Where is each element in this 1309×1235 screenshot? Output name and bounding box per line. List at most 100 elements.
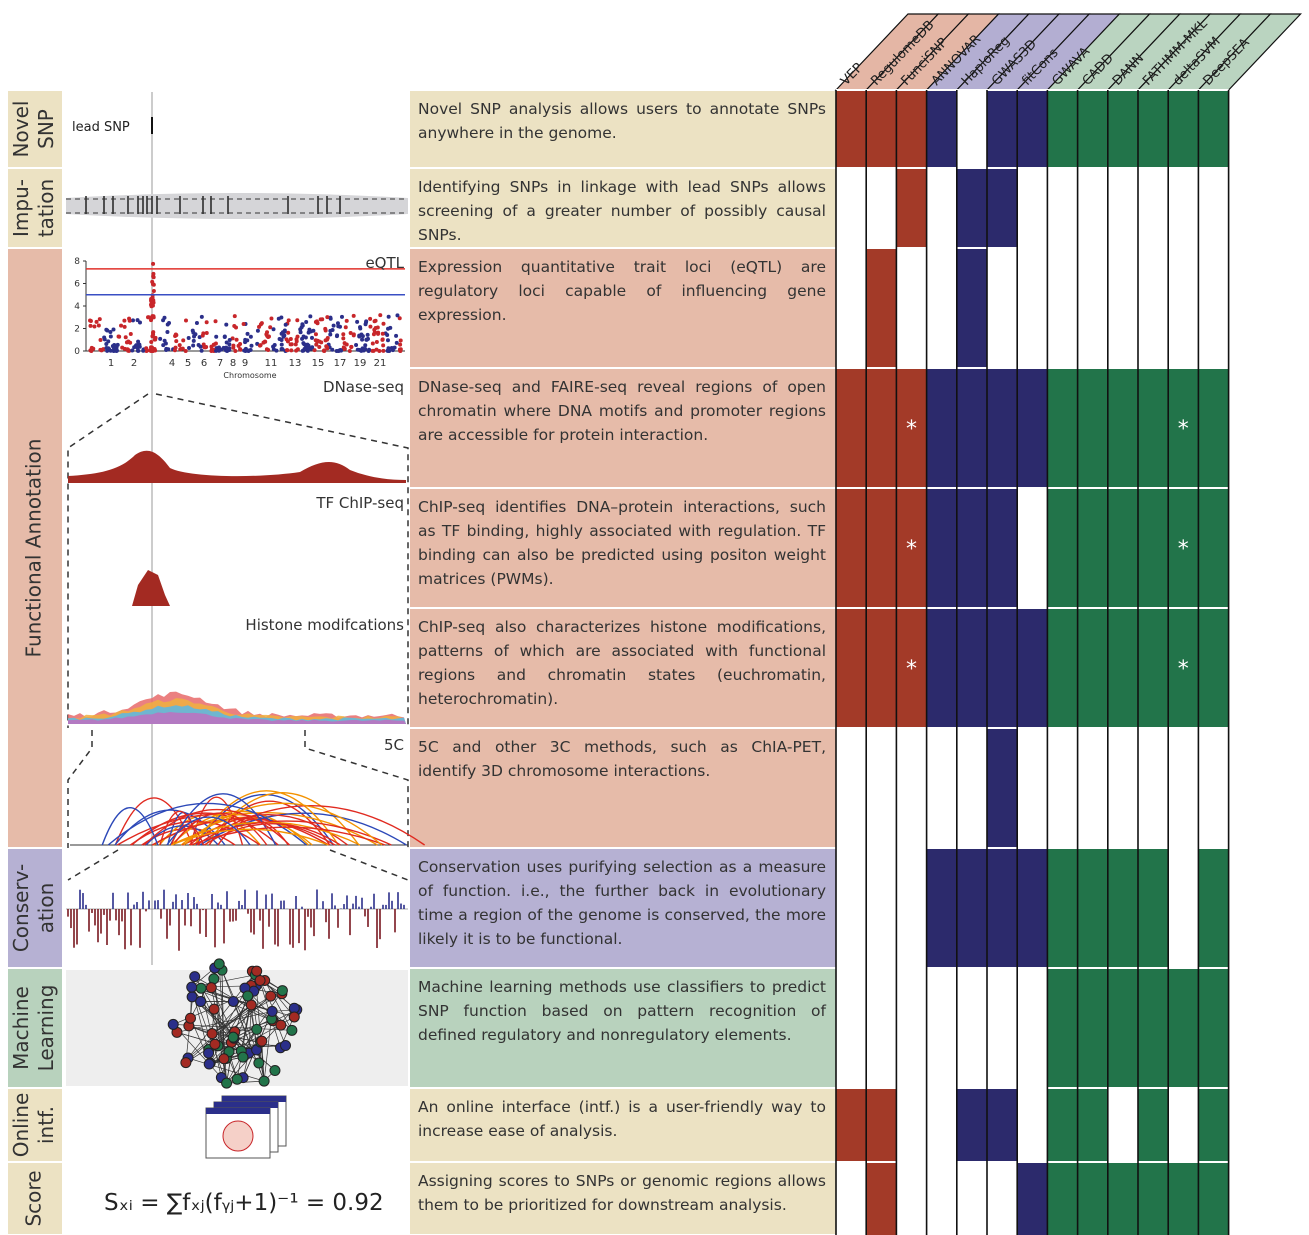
matrix-cell [896,248,926,368]
dot [310,336,314,340]
y-tick-label: 0 [74,347,80,357]
asterisk: * [906,417,917,442]
matrix-cell [1108,968,1138,1088]
description: DNase-seq and FAIRE-seq reveal regions o… [410,371,834,451]
dot [92,324,96,328]
node [287,1025,297,1035]
track-label: TF ChIP-seq [315,494,404,512]
dot [233,349,237,353]
zoom-line [68,394,148,728]
node [210,1039,220,1049]
dot [341,332,345,336]
dot [274,349,278,353]
dot [115,349,119,353]
dot [269,316,273,320]
dot [191,343,195,347]
matrix-cell [836,248,866,368]
dot [367,348,371,352]
dot [152,275,156,279]
dot [348,349,352,353]
dot [192,335,196,339]
dot [366,333,370,337]
matrix-cell [1078,968,1108,1088]
dot [368,325,372,329]
matrix-cell [927,608,957,728]
dot [394,334,398,338]
node [187,982,197,992]
x-tick-label: 1 [108,358,114,369]
dot [345,319,349,323]
node [185,1013,195,1023]
dot [136,340,140,344]
track-label: 5C [384,736,404,754]
matrix-cell [1017,968,1047,1088]
node [228,996,238,1006]
matrix-cell [1138,168,1168,248]
dot [308,314,312,318]
dot [122,319,126,323]
matrix-cell [957,248,987,368]
node [196,983,206,993]
matrix-cell [1047,488,1077,608]
matrix-cell [957,168,987,248]
matrix-cell [866,1088,896,1162]
dot [286,331,290,335]
dot [149,340,153,344]
asterisk: * [906,657,917,682]
dot [300,325,304,329]
description: Assigning scores to SNPs or genomic regi… [410,1165,834,1221]
dot [124,335,128,339]
dot [214,349,218,353]
matrix-cell [1198,1088,1228,1162]
matrix-cell [866,248,896,368]
dot [90,347,94,351]
matrix-cell [957,488,987,608]
x-tick-label: 13 [289,358,302,369]
dot [150,334,154,338]
dot [314,332,318,336]
dot [249,335,253,339]
asterisk: * [1178,657,1189,682]
dot [342,345,346,349]
matrix-cell [987,608,1017,728]
matrix-cell [927,1088,957,1162]
dot [249,344,253,348]
x-tick-label: 21 [374,358,387,369]
dot [109,349,113,353]
node [252,966,262,976]
matrix-cell [987,848,1017,968]
matrix-cell [836,608,866,728]
node [280,1041,290,1051]
dot [352,314,356,318]
dot [296,335,300,339]
dot [377,349,381,353]
matrix-cell [1138,608,1168,728]
matrix-cell [1017,368,1047,488]
dot [191,331,195,335]
matrix-cell [1047,368,1077,488]
dot [357,334,361,338]
dot [245,338,249,342]
dot [311,329,315,333]
matrix-cell [866,608,896,728]
matrix-cell [1017,1162,1047,1235]
section-label: Conserv- [9,864,33,952]
matrix-cell [1198,608,1228,728]
matrix-cell [1108,1088,1138,1162]
x-tick-label: 9 [242,358,248,369]
dot [256,329,260,333]
description: An online interface (intf.) is a user-fr… [410,1091,834,1147]
matrix-cell [896,848,926,968]
dot [307,328,311,332]
dot [315,319,319,323]
matrix-cell [896,90,926,168]
dot [376,331,380,335]
section-label: SNP [34,109,58,149]
x-tick-label: 5 [185,358,191,369]
matrix-cell [836,168,866,248]
formula: Sₓᵢ = ∑fₓⱼ(fᵧⱼ+1)⁻¹ = 0.92 [104,1190,384,1216]
dot [375,340,379,344]
dot [97,324,101,328]
matrix-cell [1138,1162,1168,1235]
zoom-line [68,850,118,880]
